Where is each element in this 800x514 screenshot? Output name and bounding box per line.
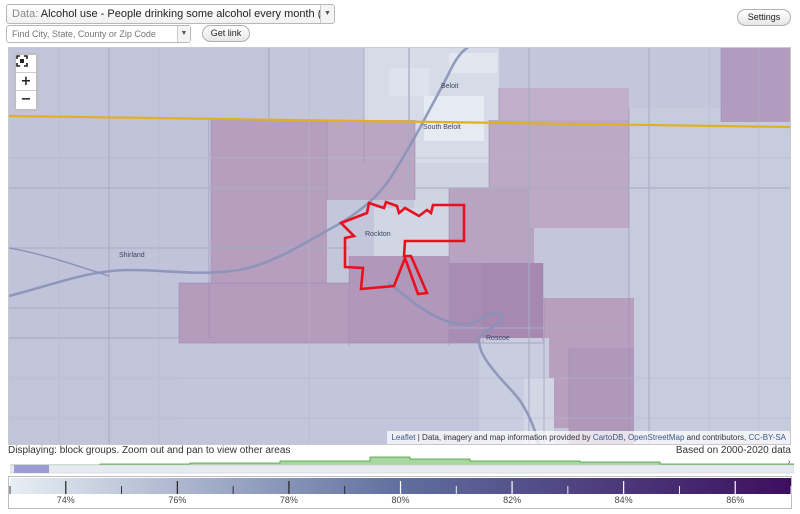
- attribution-carto-link[interactable]: CartoDB: [592, 433, 624, 442]
- color-legend: 74% 76% 78% 80% 82% 84% 86%: [8, 476, 792, 509]
- selected-area-bar: [14, 465, 49, 473]
- place-label-roscoe: Roscoe: [486, 335, 510, 342]
- histogram-area: [10, 456, 794, 466]
- get-link-button[interactable]: Get link: [202, 25, 250, 42]
- data-select[interactable]: Data: Alcohol use - People drinking some…: [6, 4, 335, 24]
- value-histogram: ›: [10, 456, 794, 474]
- chevron-down-icon[interactable]: ▼: [177, 26, 190, 42]
- attribution-leaflet-link[interactable]: Leaflet: [391, 433, 416, 442]
- location-search-input[interactable]: [6, 25, 191, 43]
- data-select-value: Alcohol use - People drinking some alcoh…: [40, 8, 335, 20]
- place-label-rockton: Rockton: [365, 231, 391, 238]
- zoom-out-button[interactable]: −: [16, 91, 36, 109]
- map-view[interactable]: Beloit South Beloit Rockton Shirland Ros…: [8, 47, 791, 445]
- displaying-status: Displaying: block groups. Zoom out and p…: [8, 445, 291, 456]
- legend-tick-label: 86%: [726, 495, 745, 505]
- zoom-in-button[interactable]: +: [16, 73, 36, 91]
- svg-text:›: ›: [788, 459, 791, 466]
- place-label-beloit: Beloit: [441, 83, 459, 90]
- legend-tick-label: 84%: [614, 495, 633, 505]
- place-label-south-beloit: South Beloit: [423, 124, 461, 131]
- fullscreen-icon[interactable]: [16, 55, 36, 73]
- map-attribution: Leaflet | Data, imagery and map informat…: [387, 431, 790, 444]
- legend-tick-label: 74%: [56, 495, 75, 505]
- attribution-contrib-text: and contributors,: [686, 433, 747, 442]
- zoom-controls: + −: [14, 53, 38, 111]
- legend-tick-label: 82%: [503, 495, 522, 505]
- legend-tick-label: 78%: [279, 495, 298, 505]
- attribution-osm-link[interactable]: OpenStreetMap: [627, 433, 685, 442]
- selected-area-outline: [338, 200, 466, 296]
- attribution-license-link[interactable]: CC-BY-SA: [748, 433, 787, 442]
- attribution-data-text: | Data, imagery and map information prov…: [417, 433, 591, 442]
- settings-button[interactable]: Settings: [737, 9, 791, 26]
- map-tiles: [9, 48, 790, 444]
- place-label-shirland: Shirland: [119, 252, 145, 259]
- legend-tick-label: 76%: [168, 495, 187, 505]
- legend-tick-label: 80%: [391, 495, 410, 505]
- chevron-down-icon[interactable]: ▼: [320, 5, 334, 23]
- data-years-note: Based on 2000-2020 data: [675, 445, 791, 456]
- data-select-prefix: Data:: [12, 8, 39, 20]
